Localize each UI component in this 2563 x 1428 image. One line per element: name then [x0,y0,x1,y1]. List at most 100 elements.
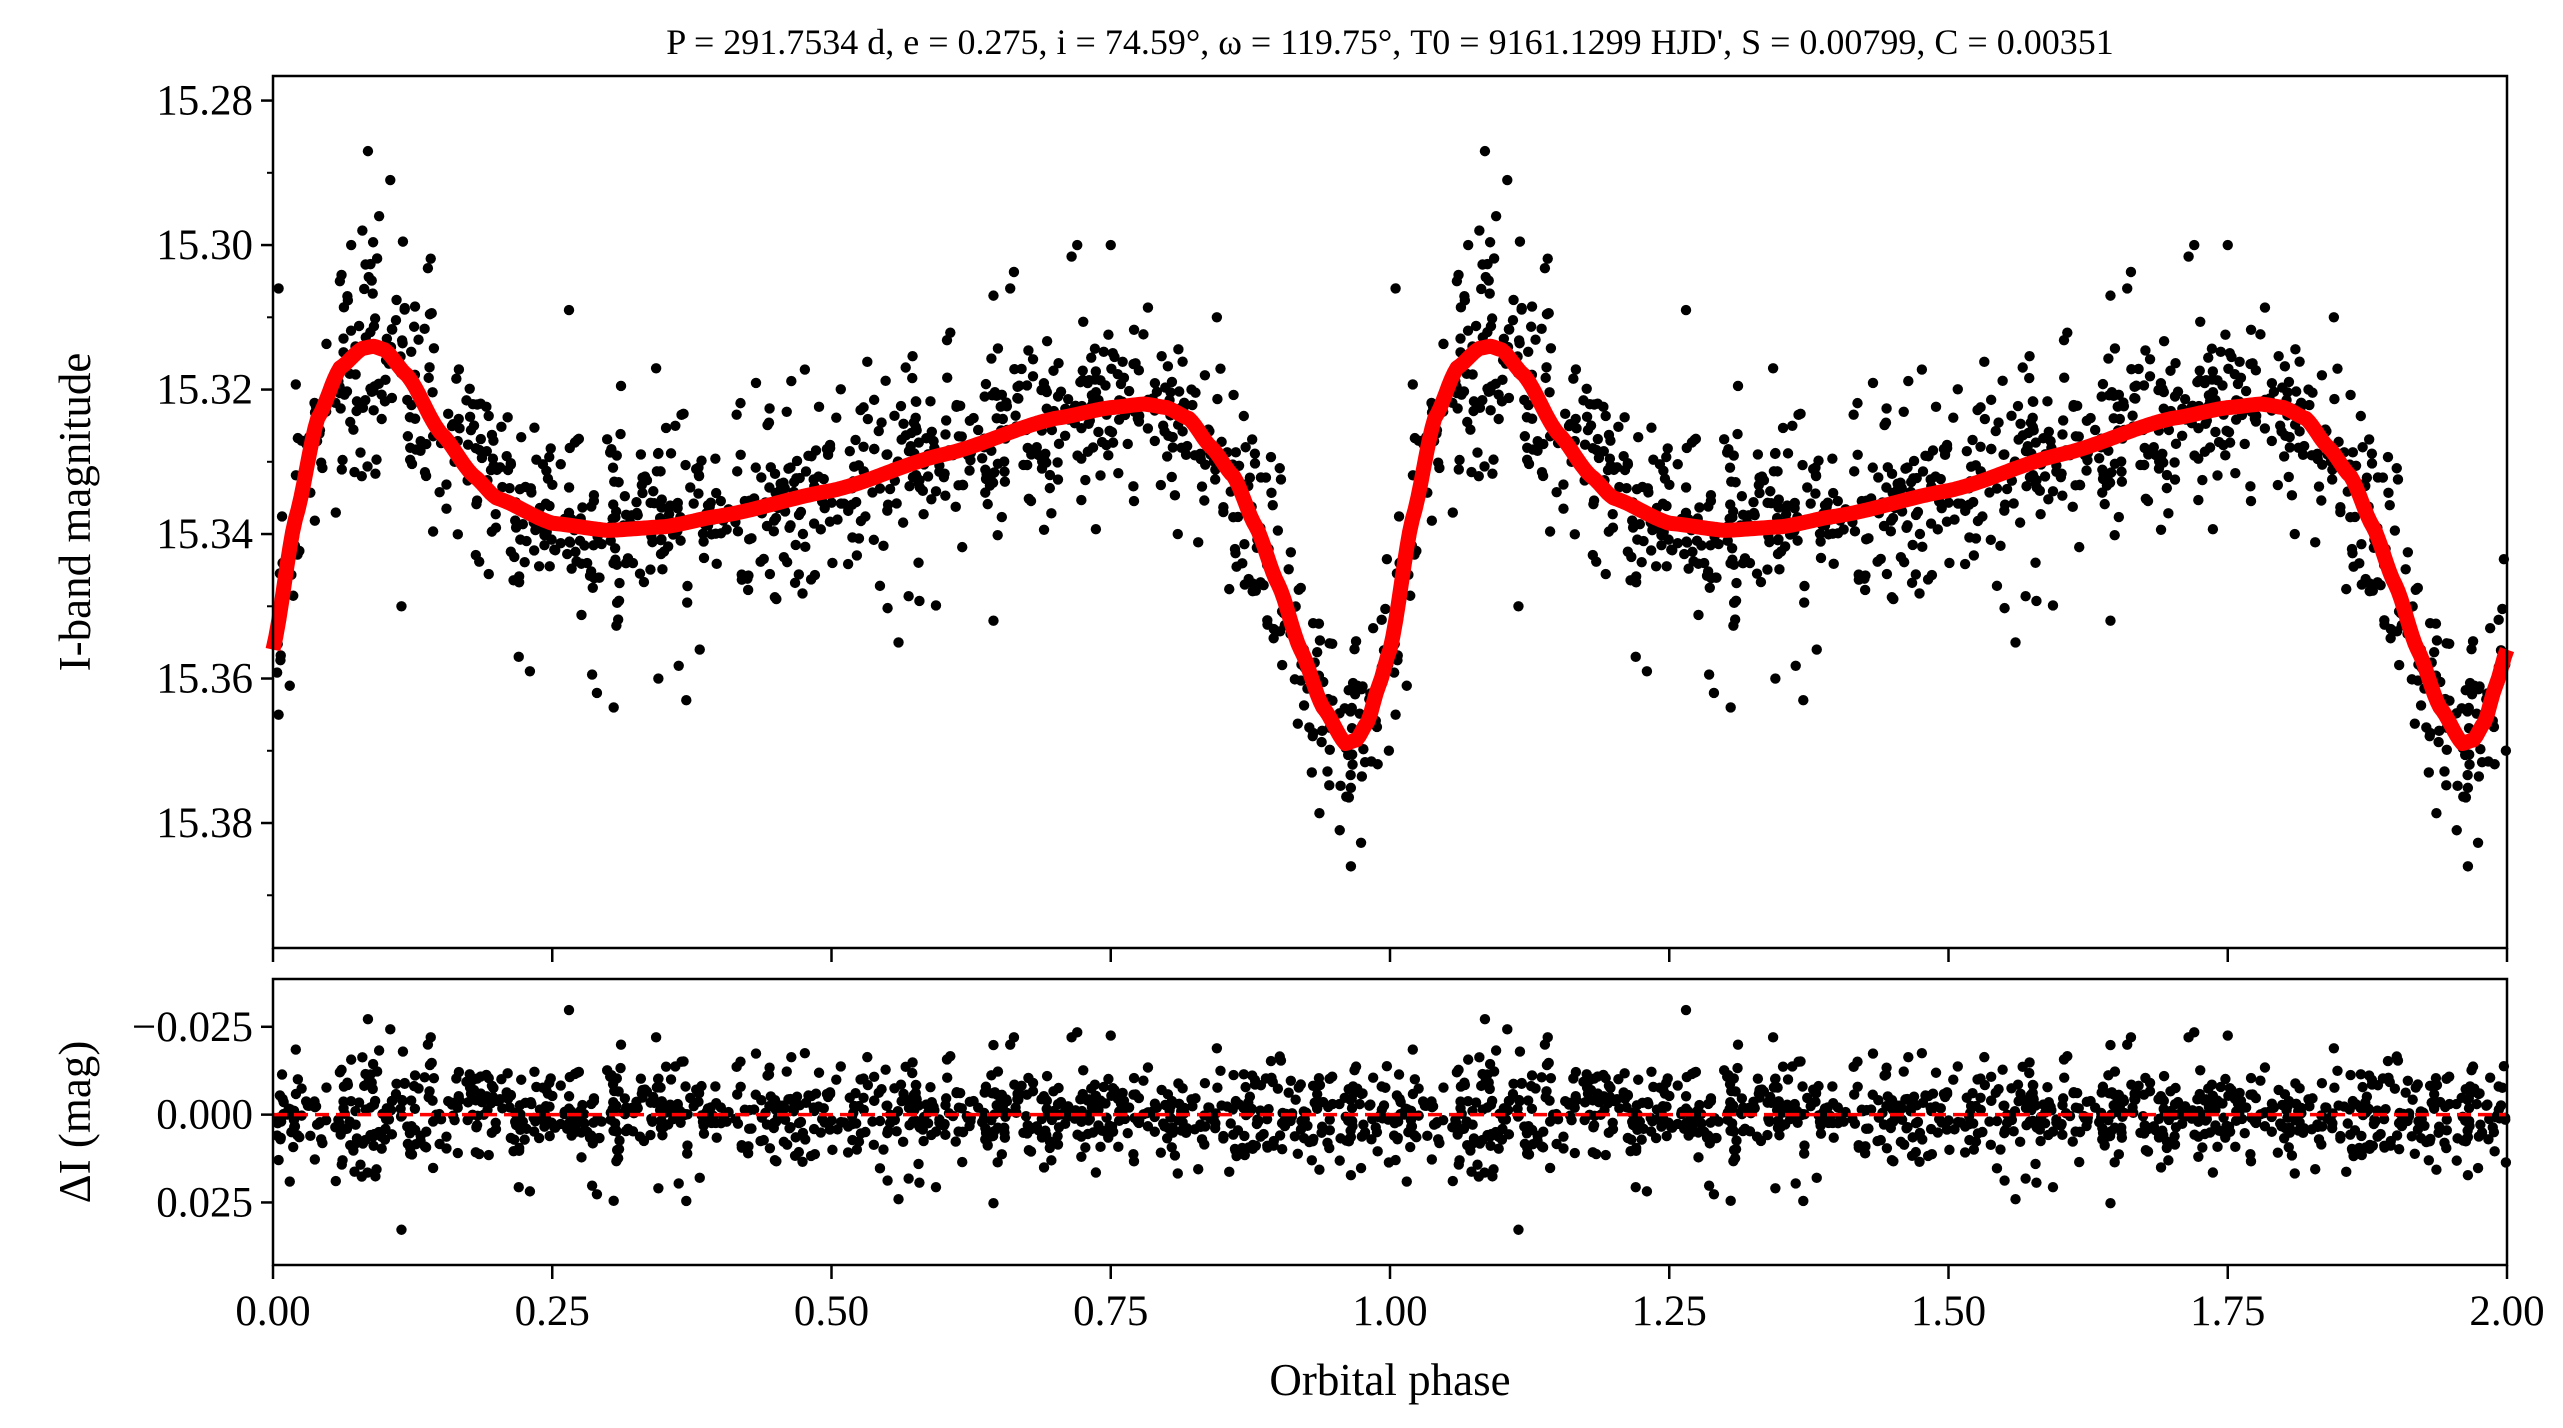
data-point [2203,352,2214,363]
residual-point [2482,1099,2493,1110]
data-point [1813,455,1824,466]
data-point [550,545,561,556]
residual-point [1372,1146,1383,1157]
data-point [1076,494,1087,506]
data-point [1095,470,1106,481]
data-point [2428,646,2440,658]
residual-point [481,1069,492,1081]
data-point [2284,431,2295,443]
data-point [424,362,435,373]
data-point [562,548,573,560]
residual-point [1814,1116,1826,1128]
data-point [1322,766,1333,777]
data-point [1967,496,1979,508]
data-point [290,379,301,390]
data-point [2030,557,2041,568]
data-point [1964,532,1975,543]
data-point [390,315,402,326]
data-point [1849,526,1861,537]
data-point [1770,447,1781,459]
residual-point [1393,1069,1405,1080]
residual-point [1852,1081,1863,1092]
residual-point [1359,1127,1371,1138]
residual-point [1512,1103,1523,1114]
residual-point [680,1081,691,1092]
residual-point [995,1095,1006,1106]
data-point [2129,392,2140,404]
residual-point [658,1121,670,1132]
residual-point [1790,1178,1801,1189]
data-point [619,491,631,502]
data-point [1943,497,1954,508]
residual-point [441,1131,452,1142]
data-point [1659,473,1671,484]
residual-point [1036,1093,1047,1105]
data-point [645,564,656,575]
data-point [1193,537,1204,548]
residual-point [1455,1103,1466,1114]
residual-point [982,1140,993,1151]
y-tick-label: 15.38 [156,800,253,847]
y-tick-label: 15.36 [156,656,253,703]
residual-point [1728,1155,1739,1167]
data-point [1250,585,1262,596]
residual-point [434,1108,445,1120]
data-point [2010,637,2021,648]
residual-point [368,1131,379,1142]
residual-point [2412,1124,2424,1135]
data-point [1605,435,1616,446]
data-point [1607,508,1618,520]
residual-point [1944,1144,1955,1156]
residual-point [1354,1098,1365,1110]
data-point [1195,453,1206,465]
data-point [1662,443,1673,454]
data-point [508,575,519,586]
data-point [835,498,847,509]
residual-point [578,1108,590,1120]
residual-point [2109,1157,2120,1168]
residual-point [338,1081,350,1092]
residual-point [290,1088,302,1100]
data-point [385,174,396,186]
residual-point [471,1122,482,1133]
residual-point [1298,1133,1310,1144]
data-point [2230,467,2241,479]
residual-point [1767,1032,1779,1043]
data-point [502,412,513,423]
data-point [2347,447,2359,458]
residual-point [2169,1130,2180,1142]
residual-point [1238,1102,1249,1114]
residual-point [1598,1069,1609,1081]
data-point [1453,464,1464,475]
data-point [732,466,743,477]
data-point [615,380,627,392]
residual-point [2347,1095,2359,1107]
data-point [1667,545,1678,556]
data-point [1090,386,1102,398]
data-point [601,434,613,445]
residual-point [1650,1132,1662,1144]
residual-point [1781,1100,1792,1111]
residual-point [1985,1139,1997,1151]
residual-point [1022,1128,1033,1139]
data-point [516,432,527,443]
residual-point [2456,1092,2467,1103]
residual-point [1263,1103,1274,1115]
residual-point [409,1103,421,1114]
data-point [2031,595,2042,607]
residual-point [1044,1142,1056,1154]
residual-point [874,1163,886,1174]
residual-point [588,1093,600,1104]
residual-point [1774,1130,1785,1141]
data-point [1703,501,1714,512]
data-point [2222,239,2233,251]
residual-point [2024,1067,2035,1079]
residual-point [1789,1101,1800,1112]
residual-point [2230,1141,2241,1153]
residual-point [515,1109,526,1120]
data-point [2279,361,2291,372]
residual-point [657,1130,668,1141]
residual-point [2428,1103,2440,1114]
data-point [426,308,437,319]
data-point [2474,681,2485,692]
